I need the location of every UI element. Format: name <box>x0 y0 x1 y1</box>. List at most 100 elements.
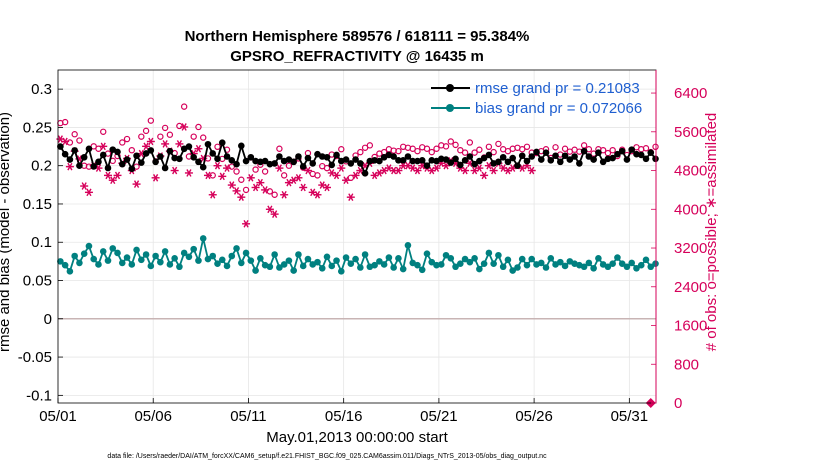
y2-tick-label: 800 <box>674 356 699 373</box>
bias-point <box>199 235 207 242</box>
rmse-point <box>328 161 336 169</box>
assimilated-marker-stroke <box>138 149 144 158</box>
assimilated-marker <box>351 171 360 180</box>
x-tick-label: 05/31 <box>611 408 649 425</box>
assimilated-marker <box>337 164 346 172</box>
assimilated-marker <box>294 173 303 182</box>
assimilated-marker-stroke <box>210 190 216 199</box>
rmse-point <box>114 148 121 156</box>
bias-point <box>109 245 117 252</box>
rmse-point <box>261 157 269 165</box>
possible-marker <box>161 124 169 132</box>
rmse-point <box>390 153 397 160</box>
bias-point <box>414 261 421 269</box>
bias-series <box>57 235 659 275</box>
possible-marker <box>466 139 474 146</box>
rmse-point <box>138 159 145 166</box>
possible-marker <box>523 143 531 151</box>
rmse-point <box>576 160 583 167</box>
assimilated-marker-stroke <box>100 142 106 151</box>
bias-point <box>461 255 469 263</box>
x-tick-label: 05/21 <box>420 408 458 425</box>
assimilated-marker <box>170 166 179 175</box>
possible-marker <box>580 142 588 149</box>
rmse-point <box>190 153 197 161</box>
rmse-point <box>161 164 169 172</box>
rmse-point <box>128 165 136 173</box>
bias-point <box>233 245 240 252</box>
rmse-point <box>461 157 469 164</box>
assimilated-marker <box>332 171 341 180</box>
assimilated-marker-stroke <box>248 173 254 182</box>
assimilated-marker-stroke <box>176 140 183 148</box>
assimilated-marker <box>80 182 89 190</box>
rmse-point <box>118 160 126 168</box>
bias-point <box>418 266 426 274</box>
possible-marker <box>409 145 416 152</box>
possible-marker <box>323 164 331 172</box>
assimilated-marker <box>146 137 155 146</box>
bias-point <box>399 265 407 273</box>
series-assimilated <box>56 123 536 228</box>
assimilated-marker <box>251 183 260 192</box>
possible-marker <box>490 148 497 156</box>
rmse-point <box>209 150 217 157</box>
assimilated-marker <box>218 172 227 181</box>
rmse-point <box>647 149 655 156</box>
assimilated-marker-stroke <box>110 176 116 185</box>
assimilated-marker <box>208 190 217 199</box>
rmse-point <box>185 143 193 150</box>
y-tick-label: 0.05 <box>23 273 52 290</box>
bias-point <box>547 255 555 262</box>
bias-point <box>80 250 88 258</box>
rmse-point <box>514 162 521 169</box>
y-tick-label: 0.3 <box>31 81 52 98</box>
chart-title: Northern Hemisphere 589576 / 618111 = 95… <box>185 28 530 45</box>
rmse-point <box>504 158 512 166</box>
rmse-point <box>609 154 616 162</box>
rmse-point <box>561 152 569 160</box>
bias-point <box>180 249 188 257</box>
bias-point <box>514 264 521 271</box>
assimilated-marker <box>65 162 74 171</box>
bias-point <box>133 246 140 254</box>
footnote: data file: /Users/raeder/DAI/ATM_forcXX/… <box>107 453 547 460</box>
rmse-point <box>333 151 340 159</box>
bias-point <box>123 254 131 261</box>
plot-frame <box>57 69 657 404</box>
bias-point <box>347 260 355 267</box>
rmse-point <box>585 153 593 160</box>
legend-rmse-marker <box>446 84 454 92</box>
bias-point <box>161 248 169 255</box>
legend-bias-marker <box>446 104 454 112</box>
bias-point <box>185 253 193 261</box>
assimilated-marker-stroke <box>295 173 302 182</box>
assimilated-marker <box>108 176 117 185</box>
possible-marker <box>71 131 78 138</box>
possible-marker <box>314 172 321 179</box>
x-axis-label: May.01,2013 00:00:00 start <box>266 429 448 446</box>
assimilated-marker-stroke <box>233 187 240 195</box>
possible-marker <box>276 145 283 152</box>
assimilated-marker-stroke <box>57 135 63 143</box>
rmse-point <box>471 160 478 168</box>
assimilated-marker <box>203 171 212 180</box>
rmse-point <box>95 158 102 166</box>
assimilated-marker-stroke <box>229 181 235 189</box>
assimilated-marker <box>432 164 441 172</box>
y-tick-label: -0.1 <box>26 387 52 404</box>
rmse-point <box>104 164 112 172</box>
chart-subtitle: GPSRO_REFRACTIVITY @ 16435 m <box>230 48 484 65</box>
bias-point <box>314 258 321 266</box>
bias-point <box>480 260 488 267</box>
assimilated-marker <box>180 123 189 131</box>
bias-point <box>223 262 231 270</box>
assimilated-marker <box>313 190 322 199</box>
assimilated-marker <box>475 164 484 172</box>
bias-point <box>499 263 507 271</box>
assimilated-marker-stroke <box>143 142 149 151</box>
rmse-point <box>85 145 93 153</box>
possible-marker <box>447 138 454 145</box>
bias-point <box>385 254 393 261</box>
